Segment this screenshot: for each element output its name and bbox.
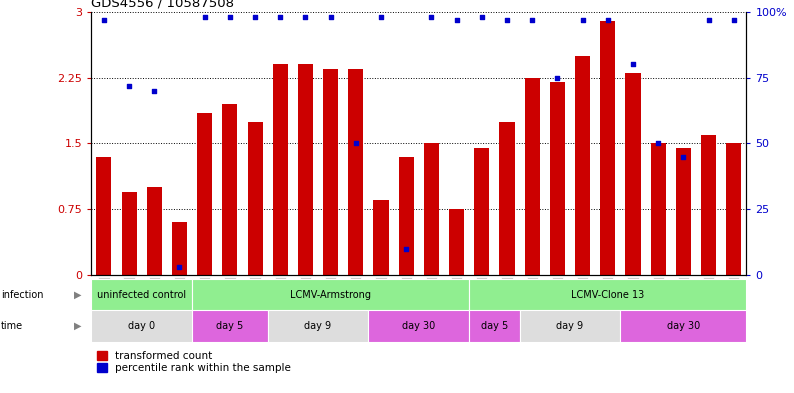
Bar xyxy=(172,222,187,275)
FancyBboxPatch shape xyxy=(620,310,746,342)
Text: LCMV-Armstrong: LCMV-Armstrong xyxy=(290,290,371,300)
Text: day 0: day 0 xyxy=(128,321,156,331)
Point xyxy=(677,153,690,160)
Point xyxy=(601,17,614,23)
Text: day 5: day 5 xyxy=(216,321,244,331)
Point xyxy=(324,14,337,20)
Point xyxy=(148,88,160,94)
Point xyxy=(249,14,261,20)
Text: infection: infection xyxy=(1,290,44,300)
Bar xyxy=(147,187,162,275)
Bar xyxy=(549,82,565,275)
Bar xyxy=(349,69,364,275)
Point xyxy=(576,17,589,23)
Text: day 30: day 30 xyxy=(403,321,435,331)
Point xyxy=(375,14,387,20)
Text: day 30: day 30 xyxy=(667,321,700,331)
Bar xyxy=(626,73,641,275)
Point xyxy=(476,14,488,20)
FancyBboxPatch shape xyxy=(91,310,192,342)
Text: time: time xyxy=(1,321,23,331)
Bar xyxy=(600,20,615,275)
Point xyxy=(501,17,514,23)
Text: uninfected control: uninfected control xyxy=(97,290,187,300)
Bar xyxy=(701,135,716,275)
Point xyxy=(224,14,237,20)
Bar xyxy=(676,148,691,275)
Point xyxy=(526,17,538,23)
FancyBboxPatch shape xyxy=(469,279,746,310)
Bar xyxy=(323,69,338,275)
FancyBboxPatch shape xyxy=(192,279,469,310)
Bar xyxy=(298,64,313,275)
Bar xyxy=(248,121,263,275)
Bar xyxy=(575,56,590,275)
Point xyxy=(652,140,665,147)
Bar xyxy=(272,64,287,275)
Text: LCMV-Clone 13: LCMV-Clone 13 xyxy=(571,290,645,300)
FancyBboxPatch shape xyxy=(519,310,620,342)
Point xyxy=(727,17,740,23)
Bar xyxy=(650,143,665,275)
Bar xyxy=(197,113,212,275)
Legend: transformed count, percentile rank within the sample: transformed count, percentile rank withi… xyxy=(97,351,291,373)
Point xyxy=(98,17,110,23)
Bar xyxy=(424,143,439,275)
Bar xyxy=(399,156,414,275)
Point xyxy=(123,83,136,89)
Point xyxy=(551,75,564,81)
Point xyxy=(299,14,312,20)
FancyBboxPatch shape xyxy=(91,279,192,310)
Text: ▶: ▶ xyxy=(74,290,81,300)
FancyBboxPatch shape xyxy=(469,310,519,342)
Bar xyxy=(449,209,464,275)
Bar xyxy=(525,78,540,275)
Text: day 9: day 9 xyxy=(557,321,584,331)
FancyBboxPatch shape xyxy=(268,310,368,342)
Point xyxy=(274,14,287,20)
Point xyxy=(450,17,463,23)
FancyBboxPatch shape xyxy=(368,310,469,342)
Text: day 5: day 5 xyxy=(481,321,508,331)
Bar xyxy=(727,143,742,275)
Bar xyxy=(96,156,111,275)
Text: ▶: ▶ xyxy=(74,321,81,331)
Bar xyxy=(222,104,237,275)
Point xyxy=(702,17,715,23)
FancyBboxPatch shape xyxy=(192,310,268,342)
Bar xyxy=(373,200,388,275)
Point xyxy=(198,14,211,20)
Text: day 9: day 9 xyxy=(304,321,332,331)
Point xyxy=(349,140,362,147)
Point xyxy=(626,61,639,68)
Point xyxy=(425,14,437,20)
Point xyxy=(400,246,413,252)
Bar xyxy=(499,121,515,275)
Bar xyxy=(121,192,137,275)
Point xyxy=(173,264,186,270)
Bar xyxy=(474,148,489,275)
Text: GDS4556 / 10587508: GDS4556 / 10587508 xyxy=(91,0,234,9)
